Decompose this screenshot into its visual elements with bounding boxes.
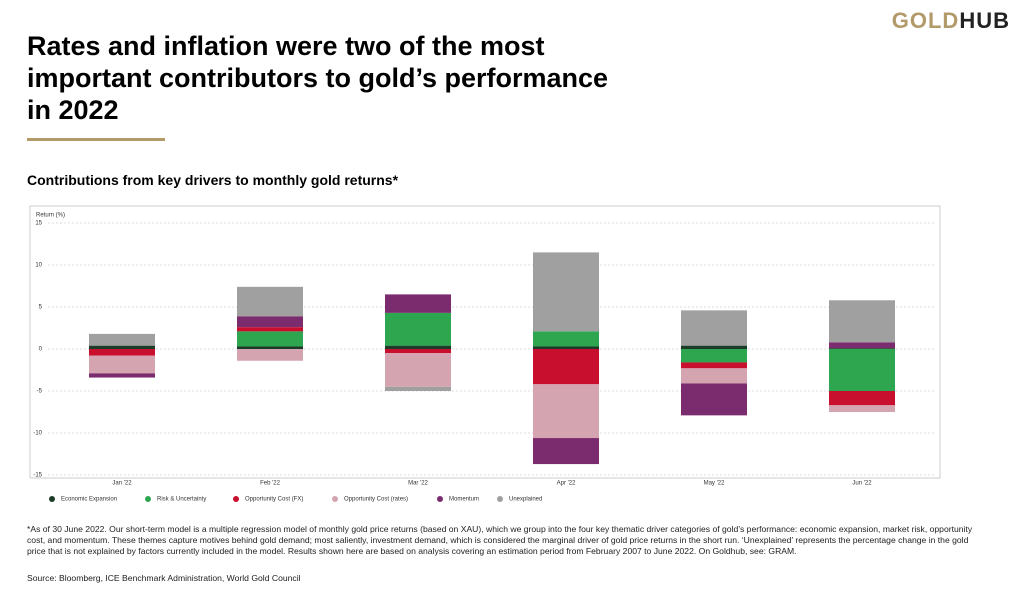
logo: GOLDHUB	[892, 8, 1010, 34]
legend-marker	[497, 496, 503, 502]
bar-segment	[681, 345, 747, 349]
bar-segment	[385, 294, 451, 313]
bar-segment	[385, 386, 451, 391]
bar-segment	[533, 384, 599, 439]
bar-segment	[533, 349, 599, 385]
x-tick-label: Jun '22	[852, 481, 872, 487]
footnote: *As of 30 June 2022. Our short-term mode…	[27, 524, 973, 556]
legend-label: Opportunity Cost (rates)	[344, 497, 408, 503]
legend-label: Economic Expansion	[61, 497, 117, 503]
bar-segment	[89, 333, 155, 346]
y-tick-label: -5	[37, 389, 43, 395]
bar-segment	[533, 252, 599, 332]
bar-segment	[237, 286, 303, 317]
source: Source: Bloomberg, ICE Benchmark Adminis…	[27, 573, 301, 583]
bar-segment	[829, 391, 895, 406]
legend-label: Risk & Uncertainty	[157, 497, 206, 503]
legend-label: Opportunity Cost (FX)	[245, 497, 303, 503]
bar-segment	[385, 349, 451, 354]
logo-gold: GOLD	[891, 8, 960, 33]
y-tick-label: 10	[35, 263, 42, 269]
y-tick-label: 0	[39, 347, 43, 353]
x-tick-label: Feb '22	[260, 481, 280, 487]
legend-label: Momentum	[449, 497, 479, 503]
legend-marker	[233, 496, 239, 502]
logo-hub: HUB	[959, 8, 1010, 33]
bar-segment	[237, 349, 303, 361]
bar-segment	[385, 353, 451, 387]
bar-segment	[829, 348, 895, 349]
bar-segment	[681, 310, 747, 346]
x-tick-label: May '22	[704, 481, 725, 487]
bar-segment	[681, 362, 747, 369]
bar-segment	[385, 345, 451, 349]
legend-marker	[49, 496, 55, 502]
bar-segment	[681, 349, 747, 363]
y-tick-label: 5	[39, 305, 43, 311]
bar-segment	[237, 327, 303, 332]
bar-segment	[533, 346, 599, 349]
bar-segment	[237, 331, 303, 347]
bar-segment	[829, 349, 895, 391]
bar-segment	[533, 331, 599, 347]
x-tick-label: Apr '22	[557, 481, 576, 487]
y-tick-label: -10	[33, 431, 42, 437]
bar-segment	[89, 373, 155, 378]
legend-label: Unexplained	[509, 497, 542, 503]
bar-segment	[237, 346, 303, 349]
chart: Return (%) -15 -10 -5 0 5 10 15 Jan '22 Feb '22 M…	[29, 205, 941, 503]
legend-marker	[437, 496, 443, 502]
bar-segment	[681, 383, 747, 416]
bar-segment	[829, 405, 895, 412]
legend-marker	[332, 496, 338, 502]
y-axis-label: Return (%)	[36, 213, 65, 219]
title: Rates and inflation were two of the most…	[27, 31, 609, 125]
bar-segment	[89, 355, 155, 374]
legend-marker	[145, 496, 151, 502]
chart-title: Contributions from key drivers to monthl…	[27, 172, 399, 188]
x-tick-label: Jan '22	[112, 481, 132, 487]
bar-segment	[385, 312, 451, 346]
bar-segment	[237, 316, 303, 328]
bar-segment	[533, 438, 599, 465]
bar-segment	[829, 300, 895, 343]
bar-segment	[89, 349, 155, 356]
y-tick-label: 15	[35, 221, 42, 227]
bar-segment	[829, 342, 895, 349]
title-rule	[27, 138, 165, 141]
bar-segment	[681, 368, 747, 384]
x-tick-label: Mar '22	[408, 481, 428, 487]
chart-frame	[29, 205, 941, 479]
y-tick-label: -15	[33, 473, 42, 479]
bar-segment	[89, 345, 155, 349]
